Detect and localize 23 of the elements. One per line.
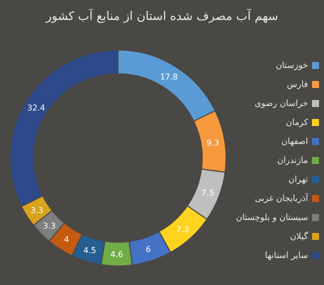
data-label: 4 xyxy=(64,235,70,244)
chart-title: سهم آب مصرف شده استان از منابع آب کشور xyxy=(44,8,278,23)
legend-label: اصفهان xyxy=(281,137,308,147)
data-label: 6 xyxy=(146,245,151,254)
data-label: 32.4 xyxy=(27,104,46,113)
data-label: 7.3 xyxy=(176,225,190,234)
legend-label: سیستان و بلوچستان xyxy=(236,213,308,223)
legend-label: آذربایجان غربی xyxy=(254,193,309,204)
legend-label: خوزستان xyxy=(276,61,308,71)
legend-label: گیلان xyxy=(290,231,309,242)
data-label: 9.3 xyxy=(206,138,220,148)
data-label: 4.6 xyxy=(110,250,124,260)
data-label: 4.5 xyxy=(83,246,96,255)
legend-label: سایر استانها xyxy=(265,251,308,261)
data-label: 17.8 xyxy=(160,72,178,82)
legend-label: کرمان xyxy=(286,118,309,128)
legend-label: فارس xyxy=(286,80,308,90)
data-label: 3.3 xyxy=(30,206,44,215)
legend-label: تهران xyxy=(288,175,309,185)
data-label: 7.5 xyxy=(201,188,214,198)
data-label: 3.3 xyxy=(43,221,56,230)
legend-label: خراسان رضوی xyxy=(254,99,308,109)
legend-label: مازندران xyxy=(277,156,308,166)
